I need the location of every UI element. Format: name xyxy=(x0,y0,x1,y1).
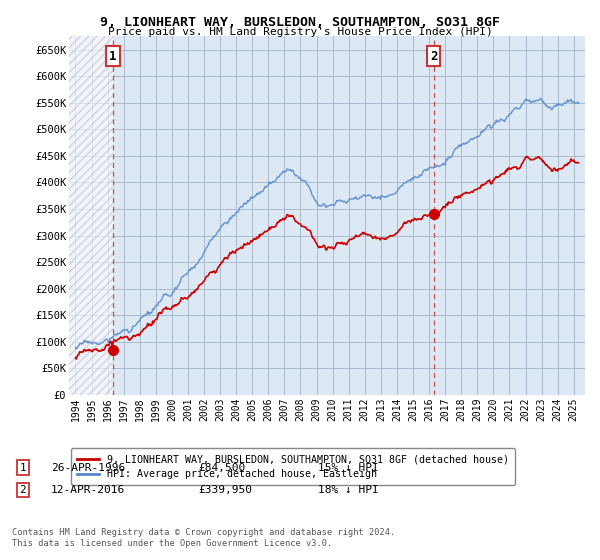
Text: 9, LIONHEART WAY, BURSLEDON, SOUTHAMPTON, SO31 8GF: 9, LIONHEART WAY, BURSLEDON, SOUTHAMPTON… xyxy=(100,16,500,29)
Legend: 9, LIONHEART WAY, BURSLEDON, SOUTHAMPTON, SO31 8GF (detached house), HPI: Averag: 9, LIONHEART WAY, BURSLEDON, SOUTHAMPTON… xyxy=(71,448,515,485)
Text: £339,950: £339,950 xyxy=(198,485,252,495)
Text: 2: 2 xyxy=(430,49,437,63)
Text: Price paid vs. HM Land Registry's House Price Index (HPI): Price paid vs. HM Land Registry's House … xyxy=(107,27,493,37)
Text: 15% ↓ HPI: 15% ↓ HPI xyxy=(318,463,379,473)
Text: 12-APR-2016: 12-APR-2016 xyxy=(51,485,125,495)
Text: 2: 2 xyxy=(19,485,26,495)
Text: 26-APR-1996: 26-APR-1996 xyxy=(51,463,125,473)
Text: 1: 1 xyxy=(19,463,26,473)
Text: 18% ↓ HPI: 18% ↓ HPI xyxy=(318,485,379,495)
Text: 1: 1 xyxy=(109,49,116,63)
Text: £84,500: £84,500 xyxy=(198,463,245,473)
Text: Contains HM Land Registry data © Crown copyright and database right 2024.
This d: Contains HM Land Registry data © Crown c… xyxy=(12,528,395,548)
